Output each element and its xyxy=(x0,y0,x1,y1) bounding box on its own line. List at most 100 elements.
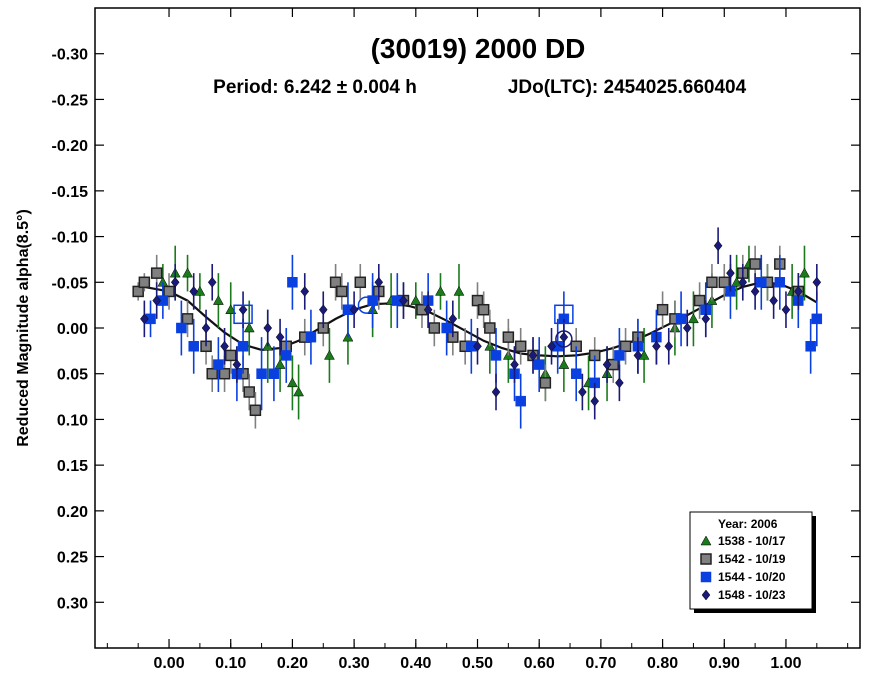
data-point xyxy=(781,304,791,316)
data-point xyxy=(805,341,816,352)
data-point xyxy=(693,294,706,307)
data-point xyxy=(441,322,452,334)
data-point xyxy=(713,240,723,252)
data-point xyxy=(435,285,446,296)
data-point xyxy=(238,304,248,316)
legend-marker xyxy=(700,535,712,546)
data-point xyxy=(590,395,600,407)
data-point xyxy=(448,313,458,325)
data-point xyxy=(305,331,317,343)
data-point xyxy=(675,313,687,325)
data-point xyxy=(218,367,231,380)
data-point xyxy=(750,286,760,297)
data-point xyxy=(423,304,433,316)
data-point xyxy=(286,377,298,388)
reference-open-circle xyxy=(357,296,376,314)
data-point xyxy=(633,350,643,361)
y-tick-label: 0.20 xyxy=(57,504,88,521)
data-point xyxy=(615,377,624,389)
data-point xyxy=(152,295,162,306)
chart-subtitle-period: Period: 6.242 ± 0.004 h xyxy=(213,77,417,98)
data-point xyxy=(774,277,786,288)
y-tick-label: 0.05 xyxy=(57,367,88,384)
data-point xyxy=(263,322,273,334)
data-point xyxy=(558,359,570,369)
data-point xyxy=(682,322,692,334)
legend-title: Year: 2006 xyxy=(718,517,778,531)
data-point xyxy=(547,340,556,352)
data-point xyxy=(533,359,545,370)
x-tick-label: 0.50 xyxy=(462,655,493,672)
x-tick-label: 0.60 xyxy=(524,655,555,672)
data-point xyxy=(602,359,612,370)
data-point xyxy=(189,286,199,297)
x-tick-label: 1.00 xyxy=(770,655,801,672)
x-tick-label: 0.20 xyxy=(277,655,308,672)
x-tick-label: 0.00 xyxy=(153,655,184,672)
data-points-layer xyxy=(132,227,823,429)
tick-marks xyxy=(95,8,860,648)
data-point xyxy=(224,349,237,362)
data-point xyxy=(491,386,501,398)
y-tick-label: 0.25 xyxy=(57,550,88,567)
series-4 xyxy=(140,227,822,420)
legend-marker xyxy=(700,553,712,565)
y-tick-label: -0.10 xyxy=(52,230,89,247)
y-tick-label: 0.30 xyxy=(57,595,88,612)
data-point xyxy=(225,304,237,314)
y-tick-label: 0.00 xyxy=(57,321,88,338)
data-point xyxy=(324,349,335,360)
data-point xyxy=(510,359,519,370)
data-point xyxy=(249,404,262,417)
data-point xyxy=(274,359,286,369)
data-point xyxy=(738,276,748,288)
data-point xyxy=(275,331,285,343)
x-tick-label: 0.70 xyxy=(585,655,616,672)
data-point xyxy=(528,350,538,361)
data-point xyxy=(281,350,292,361)
data-point xyxy=(718,276,731,289)
data-point xyxy=(811,313,823,325)
data-point xyxy=(578,386,587,398)
data-point xyxy=(619,340,632,353)
data-point xyxy=(329,276,342,289)
reference-open-square xyxy=(554,304,574,325)
data-point xyxy=(410,295,422,305)
data-point xyxy=(473,340,482,352)
data-point xyxy=(188,341,199,352)
legend-entries: 1538 - 10/17 1542 - 10/19 1544 - 10/20 1548… xyxy=(700,534,786,602)
series-2 xyxy=(132,245,805,429)
reference-markers-layer xyxy=(233,296,574,348)
data-point xyxy=(212,295,224,305)
data-point xyxy=(477,303,490,316)
data-point xyxy=(502,331,515,343)
data-point xyxy=(318,304,328,316)
data-point xyxy=(140,313,149,325)
reference-open-circle xyxy=(555,330,573,348)
data-point xyxy=(181,313,194,325)
data-point xyxy=(207,276,217,288)
legend: Year: 2006 1538 - 10/17 1542 - 10/19 1544 … xyxy=(689,511,816,613)
reference-open-square xyxy=(233,304,253,325)
data-point xyxy=(793,286,803,297)
y-tick-labels: -0.30 -0.25 -0.20 -0.15 -0.10 -0.05 0.00 0.05 0.… xyxy=(52,47,89,613)
data-point xyxy=(170,276,180,288)
y-axis-label: Reduced Magnitude alpha(8.5°) xyxy=(15,209,32,447)
chart-title: (30019) 2000 DD xyxy=(371,33,586,64)
data-point xyxy=(293,386,305,397)
data-point xyxy=(428,322,441,334)
y-tick-label: -0.30 xyxy=(52,47,89,64)
y-tick-label: 0.10 xyxy=(57,412,88,429)
data-point xyxy=(349,304,359,316)
data-point xyxy=(300,286,310,297)
x-tick-label: 0.40 xyxy=(400,655,431,672)
data-point xyxy=(232,359,242,370)
data-point xyxy=(399,295,408,306)
x-tick-label: 0.30 xyxy=(339,655,370,672)
data-point xyxy=(287,277,298,288)
data-point xyxy=(354,276,367,289)
data-point xyxy=(182,267,193,278)
data-point xyxy=(706,276,718,289)
data-point xyxy=(268,368,280,379)
